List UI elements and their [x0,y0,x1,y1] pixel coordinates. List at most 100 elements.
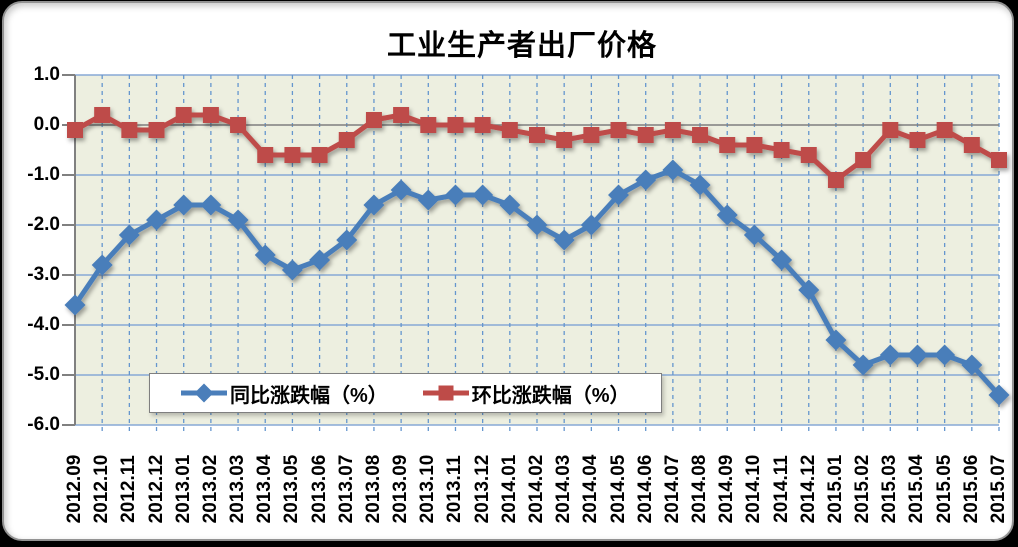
x-axis-label: 2012.11 [118,455,140,523]
x-axis-label: 2014.06 [634,454,656,524]
legend-label-mom: 环比涨跌幅（%） [471,384,630,407]
series-mom-marker [474,117,491,133]
x-axis-label: 2014.02 [526,454,547,524]
series-mom-marker [773,142,790,158]
series-mom-marker [529,127,545,143]
series-mom-marker [991,152,1007,168]
x-axis-label: 2013.12 [471,454,493,524]
series-mom-marker [800,147,817,163]
series-yoy-marker [608,184,630,206]
series-yoy-marker [934,344,956,366]
x-axis-label: 2012.10 [91,454,113,524]
series-yoy-marker [689,174,711,196]
x-axis-label: 2013.08 [362,454,384,524]
x-axis-label: 2015.01 [824,454,846,524]
series-yoy-marker [472,184,494,206]
series-yoy-marker [309,249,331,271]
series-mom-marker [284,147,301,163]
series-mom-marker [175,107,192,123]
legend-item-yoy: 同比涨跌幅（%） [180,379,388,408]
series-yoy-marker [64,294,86,316]
series-yoy-marker [200,194,222,216]
x-axis-label: 2015.07 [988,454,1009,524]
y-axis-label: 1.0 [33,64,60,85]
series-yoy-marker [281,259,303,281]
x-axis-label: 2015.06 [960,454,982,524]
series-mom-marker [338,132,355,148]
series-yoy [64,159,1010,406]
series-yoy-marker [771,249,793,271]
series-mom-marker [610,122,627,138]
x-axis-label: 2015.02 [852,454,874,524]
series-mom-marker [827,172,844,188]
series-mom-marker [501,122,518,138]
series-yoy-marker [852,354,874,376]
y-axis-label: -1.0 [27,164,60,185]
series-yoy-marker [662,159,684,181]
x-axis-label: 2015.05 [933,454,955,524]
x-axis-label: 2014.08 [689,454,711,524]
x-axis-label: 2013.06 [308,454,330,524]
x-axis-label: 2014.09 [716,454,738,524]
series-mom-marker [148,122,165,138]
y-axis-label: -3.0 [27,264,60,285]
series-yoy-marker [227,209,249,231]
series-yoy-marker [254,244,276,266]
series-yoy-marker [444,184,466,206]
x-axis-label: 2012.09 [64,454,85,524]
series-yoy-marker [417,189,439,211]
y-axis-label: -2.0 [27,214,60,235]
y-axis-label: 0.0 [33,114,60,135]
x-axis-label: 2013.11 [444,455,466,523]
series-yoy-marker [906,344,928,366]
x-axis-label: 2013.02 [199,454,221,524]
series-mom-marker [583,127,600,143]
x-axis-label: 2013.05 [281,454,303,524]
series-yoy-marker [173,194,195,216]
series-yoy-marker [798,279,820,301]
series-mom-marker [637,127,654,143]
series-yoy-marker [118,224,140,246]
x-axis-label: 2013.04 [254,454,276,524]
legend-label-yoy: 同比涨跌幅（%） [230,384,388,407]
series-mom-marker [94,107,111,123]
series-yoy-marker [580,214,602,236]
series-yoy-marker [743,224,765,246]
x-axis-label: 2014.10 [743,454,765,524]
series-mom-marker [365,112,382,128]
series-mom-marker [121,122,138,138]
series-mom-marker [447,117,464,133]
y-axis-label: -6.0 [27,414,60,435]
series-yoy-marker [363,194,385,216]
x-axis-label: 2013.09 [390,454,412,524]
x-axis-label: 2014.11 [770,455,792,523]
series-yoy-marker [91,254,113,276]
series-mom-marker [230,117,247,133]
chart-title: 工业生产者出厂价格 [386,30,657,62]
series-yoy-marker [635,169,657,191]
series-yoy-marker [336,229,358,251]
x-axis-label: 2014.12 [797,454,819,524]
series-yoy-marker [390,179,412,201]
series-mom-marker [420,117,437,133]
series-mom-marker [257,147,274,163]
series-mom-marker [855,152,872,168]
series-mom-marker [909,132,926,148]
series-yoy-marker [716,204,738,226]
series-mom-marker [692,127,709,143]
series-mom-marker [746,137,763,153]
x-axis-label: 2013.07 [335,454,357,524]
series-yoy-marker [988,384,1010,406]
series-yoy-marker [825,329,847,351]
series-mom-marker [719,137,736,153]
y-axis-label: -4.0 [27,314,60,335]
series-mom-marker [936,122,953,138]
x-axis-label: 2015.04 [906,454,928,524]
x-axis-label: 2013.03 [227,454,249,524]
series-mom-marker [882,122,899,138]
yoy-line-marker-icon [181,383,227,403]
x-axis-label: 2014.01 [498,454,520,524]
x-axis-label: 2013.10 [417,454,439,524]
mom-line-marker-icon [422,385,469,401]
x-axis-label: 2014.07 [661,454,683,524]
